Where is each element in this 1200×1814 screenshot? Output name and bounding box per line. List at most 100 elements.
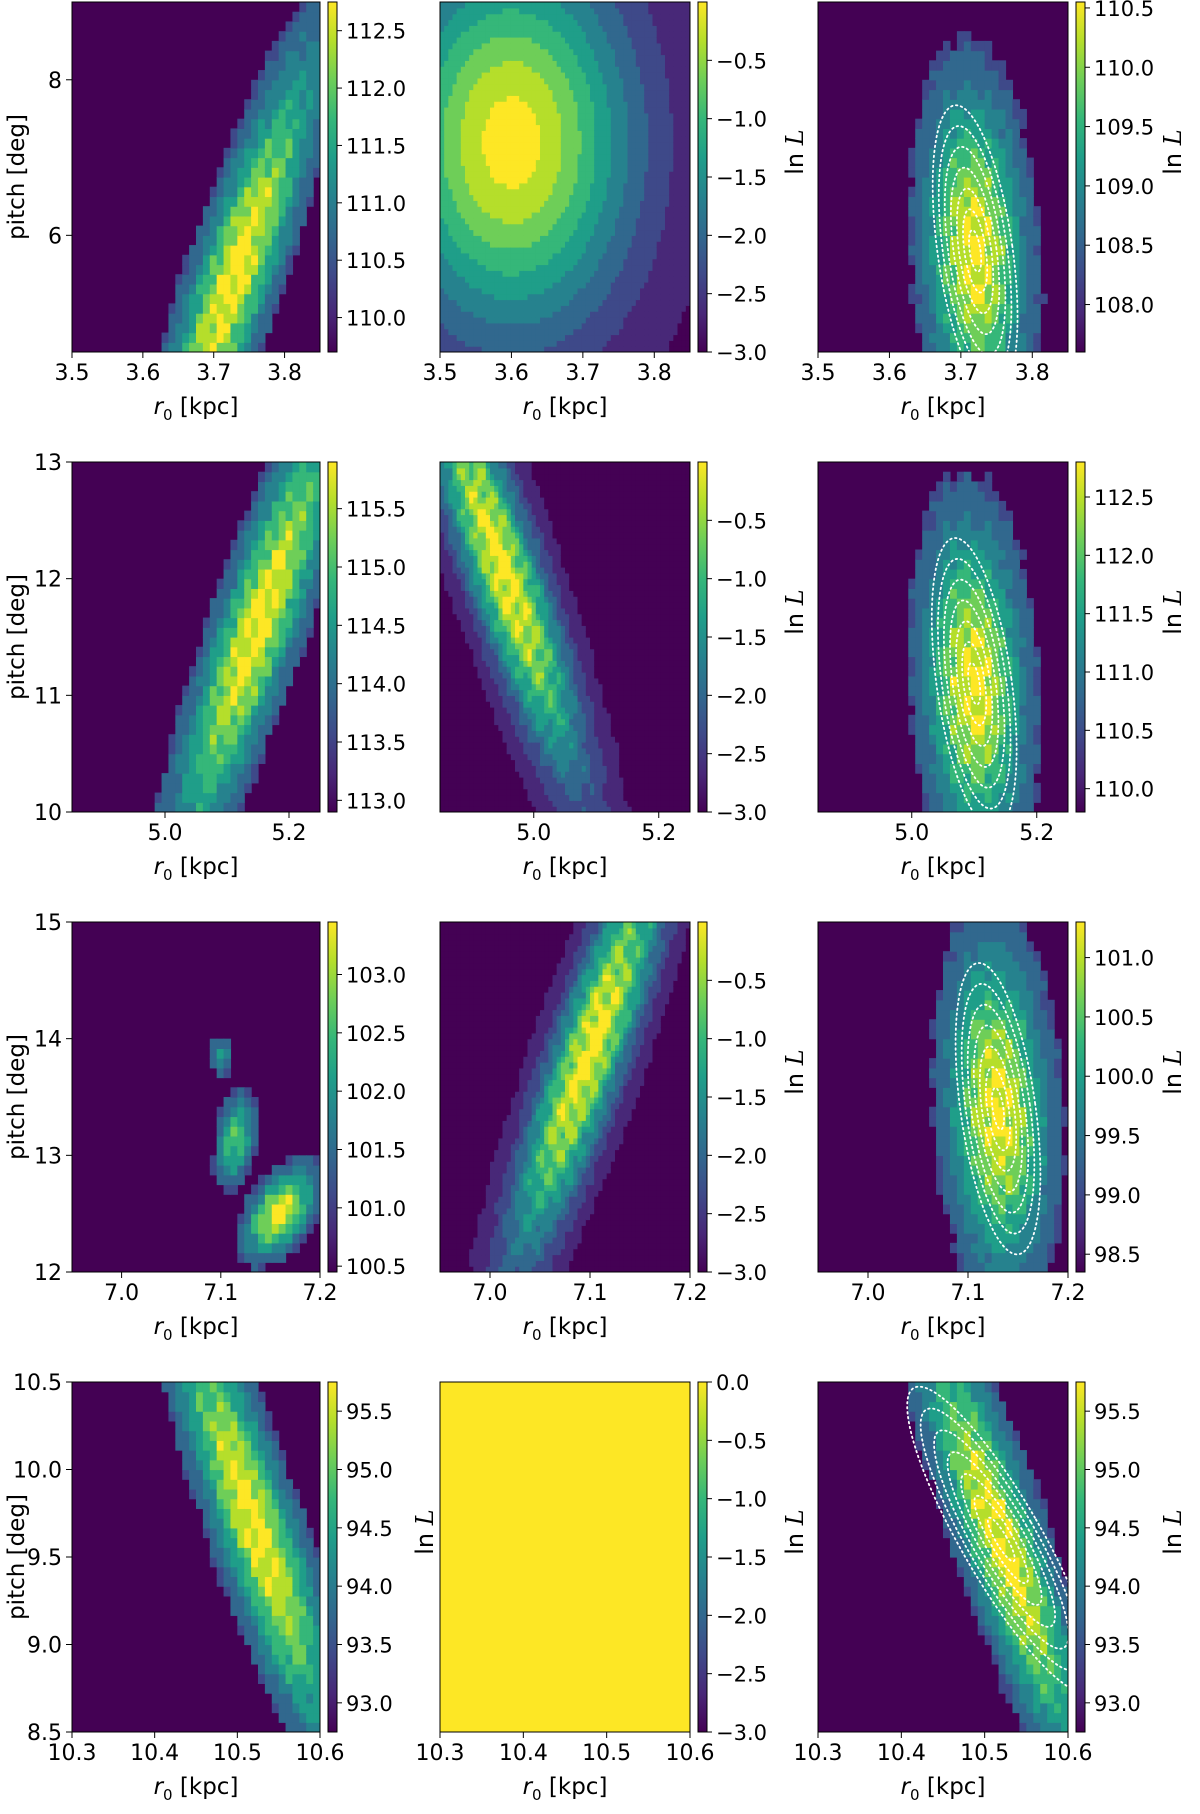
heatmap-cell (594, 25, 599, 32)
heatmap-cell (590, 60, 595, 67)
heatmap-cell (623, 317, 629, 324)
heatmap-cell (519, 48, 524, 56)
heatmap-cell (552, 13, 558, 21)
heatmap-cell (523, 83, 529, 91)
heatmap-cell (652, 177, 658, 184)
heatmap-cell (956, 225, 965, 236)
heatmap-cell (258, 128, 266, 139)
heatmap-cell (548, 101, 554, 108)
heatmap-cell (656, 252, 662, 260)
heatmap-cell (585, 77, 591, 85)
heatmap-cell (527, 60, 533, 67)
heatmap-cell (515, 328, 520, 336)
heatmap-cell (444, 136, 449, 143)
heatmap-cell (681, 165, 687, 172)
heatmap-cell (552, 217, 558, 225)
heatmap-cell (602, 171, 608, 178)
heatmap-cell (251, 264, 259, 275)
heatmap-cell (515, 212, 520, 219)
heatmap-cell (606, 42, 612, 50)
heatmap-cell (510, 206, 516, 213)
heatmap-cell (560, 136, 566, 143)
heatmap-cell (669, 282, 674, 289)
heatmap-cell (644, 54, 649, 61)
heatmap-cell (552, 159, 558, 166)
heatmap-cell (677, 270, 683, 277)
heatmap-cell (498, 147, 504, 155)
heatmap-cell (635, 247, 641, 254)
heatmap-cell (548, 206, 554, 213)
heatmap-cell (610, 112, 616, 120)
heatmap-cell (648, 182, 654, 190)
heatmap-cell (560, 95, 566, 102)
heatmap-cell (581, 159, 587, 166)
heatmap-cell (251, 99, 259, 110)
heatmap-cell (535, 66, 541, 73)
heatmap-cell (175, 303, 183, 314)
heatmap-cell (665, 247, 670, 254)
heatmap-cell (519, 31, 524, 38)
heatmap-cell (956, 99, 965, 110)
heatmap-cell (237, 215, 245, 227)
heatmap-cell (929, 225, 937, 236)
heatmap-cell (615, 60, 620, 67)
heatmap-cell (1012, 254, 1020, 266)
heatmap-cell (230, 283, 238, 295)
heatmap-cell (216, 773, 225, 784)
heatmap-cell (223, 293, 232, 304)
heatmap-cell (594, 37, 599, 44)
heatmap-cell (623, 206, 629, 213)
heatmap-cell (223, 568, 232, 580)
heatmap-cell (556, 101, 562, 108)
heatmap-cell (606, 276, 612, 283)
heatmap-cell (182, 802, 190, 812)
heatmap-cell (573, 13, 579, 21)
heatmap-cell (627, 124, 633, 131)
heatmap-cell (264, 549, 273, 560)
heatmap-cell (477, 48, 483, 56)
heatmap-cell (485, 54, 491, 61)
heatmap-cell (485, 276, 491, 283)
heatmap-cell (590, 2, 595, 9)
heatmap-cell (590, 305, 595, 312)
heatmap-cell (602, 89, 608, 96)
heatmap-cell (610, 276, 616, 283)
heatmap-cell (515, 188, 520, 196)
heatmap-cell (477, 72, 483, 79)
heatmap-cell (573, 147, 579, 155)
heatmap-cell (544, 159, 549, 166)
heatmap-cell (681, 118, 687, 126)
heatmap-cell (977, 118, 986, 129)
heatmap-cell (460, 276, 466, 283)
heatmap-cell (515, 101, 520, 108)
heatmap-cell (936, 157, 944, 168)
heatmap-cell (440, 188, 445, 196)
heatmap-cell (531, 328, 537, 336)
heatmap-cell (585, 25, 591, 32)
heatmap-cell (285, 167, 294, 178)
heatmap-cell (237, 656, 245, 667)
heatmap-cell (202, 322, 211, 334)
heatmap-cell (673, 60, 679, 67)
heatmap-cell (251, 734, 259, 745)
heatmap-cell (1026, 215, 1034, 227)
heatmap-cell (590, 206, 595, 213)
heatmap-cell (615, 112, 620, 120)
heatmap-cell (577, 293, 583, 301)
heatmap-cell (469, 54, 474, 61)
heatmap-cell (535, 31, 541, 38)
heatmap-cell (656, 165, 662, 172)
heatmap-cell (673, 130, 679, 137)
heatmap-cell (452, 19, 458, 26)
heatmap-cell (540, 322, 545, 330)
heatmap-cell (452, 287, 458, 295)
heatmap-cell (556, 340, 562, 347)
heatmap-cell (473, 159, 479, 166)
heatmap-cell (506, 54, 512, 61)
heatmap-cells (440, 2, 690, 352)
heatmap-cell (585, 317, 591, 324)
colorbar-tick-label: −3.0 (716, 341, 767, 365)
heatmap-cell (189, 342, 197, 352)
heatmap-cell (498, 142, 504, 149)
heatmap-cell (182, 695, 190, 706)
